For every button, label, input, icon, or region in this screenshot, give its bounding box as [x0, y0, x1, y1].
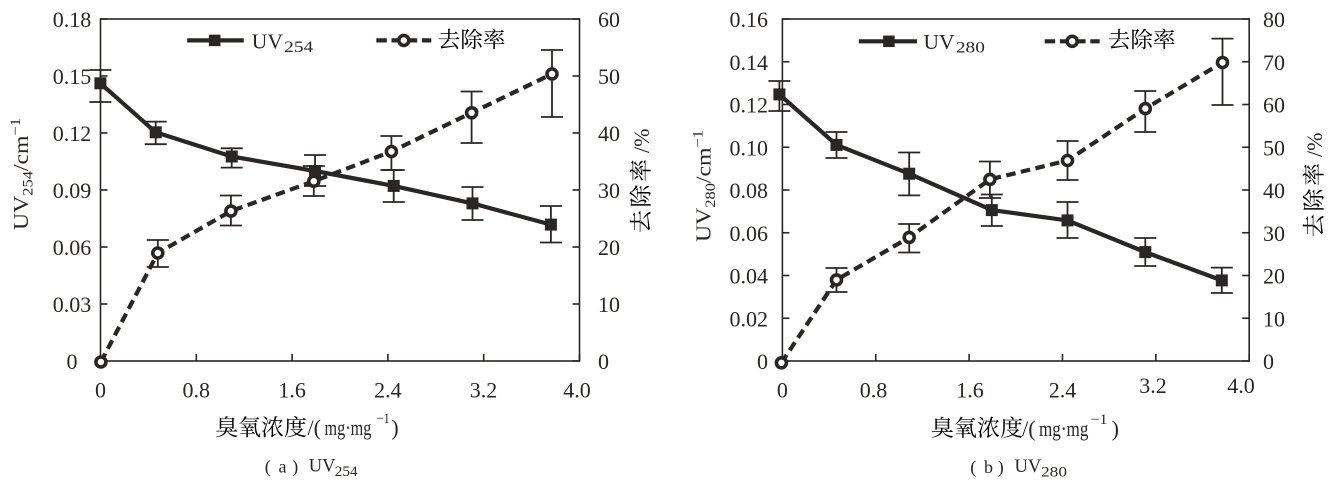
svg-text:): ): [292, 457, 298, 478]
svg-text:0.12: 0.12: [730, 93, 769, 118]
svg-text:UV: UV: [252, 29, 284, 53]
svg-text:0: 0: [67, 349, 78, 374]
svg-text:2.4: 2.4: [1049, 378, 1077, 403]
svg-text:40: 40: [1263, 178, 1285, 203]
svg-text:UV: UV: [924, 30, 956, 54]
svg-text:50: 50: [1263, 135, 1285, 160]
svg-text:mg·mg: mg·mg: [325, 415, 372, 440]
svg-text:0.10: 0.10: [730, 135, 769, 160]
svg-text:20: 20: [1263, 264, 1285, 289]
svg-text:50: 50: [598, 64, 620, 89]
svg-text:−1: −1: [1091, 412, 1108, 428]
svg-text:2.4: 2.4: [374, 378, 402, 403]
svg-text:1.6: 1.6: [278, 378, 306, 403]
svg-text:0: 0: [757, 349, 768, 374]
svg-text:): ): [1112, 416, 1119, 441]
svg-text:/(: /(: [1022, 416, 1035, 441]
svg-text:−1: −1: [377, 411, 390, 427]
svg-text:b: b: [984, 457, 993, 477]
svg-text:80: 80: [1263, 7, 1285, 32]
svg-text:30: 30: [1263, 221, 1285, 246]
svg-text:UV: UV: [1015, 457, 1042, 477]
svg-text:(: (: [265, 457, 271, 478]
svg-text:0.14: 0.14: [730, 50, 769, 75]
svg-text:3.2: 3.2: [1139, 373, 1167, 398]
svg-text:UV280/cm−1: UV280/cm−1: [691, 130, 720, 242]
svg-text:/%: /%: [629, 129, 654, 153]
svg-text:0.18: 0.18: [53, 7, 92, 32]
svg-text:0.08: 0.08: [730, 178, 769, 203]
svg-text:UV: UV: [309, 457, 336, 477]
svg-text:3.2: 3.2: [470, 378, 498, 403]
svg-text:/(: /(: [308, 415, 321, 440]
svg-text:60: 60: [598, 7, 620, 32]
svg-text:a: a: [279, 457, 287, 477]
svg-text:20: 20: [598, 235, 620, 260]
svg-text:0.02: 0.02: [730, 306, 769, 331]
svg-text:30: 30: [598, 178, 620, 203]
svg-text:10: 10: [598, 292, 620, 317]
svg-text:0: 0: [95, 378, 106, 403]
svg-text:280: 280: [956, 39, 985, 56]
svg-text:0.12: 0.12: [53, 121, 92, 146]
svg-text:0.16: 0.16: [730, 7, 769, 32]
svg-text:254: 254: [335, 464, 358, 480]
svg-text:0.06: 0.06: [53, 235, 92, 260]
svg-text:0.06: 0.06: [730, 221, 769, 246]
svg-text:0: 0: [598, 349, 609, 374]
svg-text:0.04: 0.04: [730, 264, 769, 289]
svg-text:0.8: 0.8: [860, 378, 888, 403]
svg-text:): ): [391, 415, 398, 440]
svg-text:0.09: 0.09: [53, 178, 92, 203]
svg-text:): ): [998, 457, 1004, 478]
svg-text:/%: /%: [1302, 133, 1327, 157]
svg-text:4.0: 4.0: [563, 378, 591, 403]
svg-text:0: 0: [1263, 349, 1274, 374]
svg-text:0: 0: [777, 378, 788, 403]
svg-text:40: 40: [598, 121, 620, 146]
svg-text:0.03: 0.03: [53, 292, 92, 317]
svg-text:(: (: [970, 457, 976, 478]
svg-text:0.15: 0.15: [53, 64, 92, 89]
svg-text:1.6: 1.6: [956, 378, 984, 403]
svg-text:254: 254: [284, 39, 313, 56]
svg-text:10: 10: [1263, 306, 1285, 331]
svg-text:mg·mg: mg·mg: [1039, 416, 1088, 441]
svg-text:70: 70: [1263, 50, 1285, 75]
svg-text:60: 60: [1263, 93, 1285, 118]
svg-text:280: 280: [1041, 464, 1067, 480]
svg-text:0.8: 0.8: [183, 378, 211, 403]
svg-text:4.0: 4.0: [1227, 373, 1255, 398]
